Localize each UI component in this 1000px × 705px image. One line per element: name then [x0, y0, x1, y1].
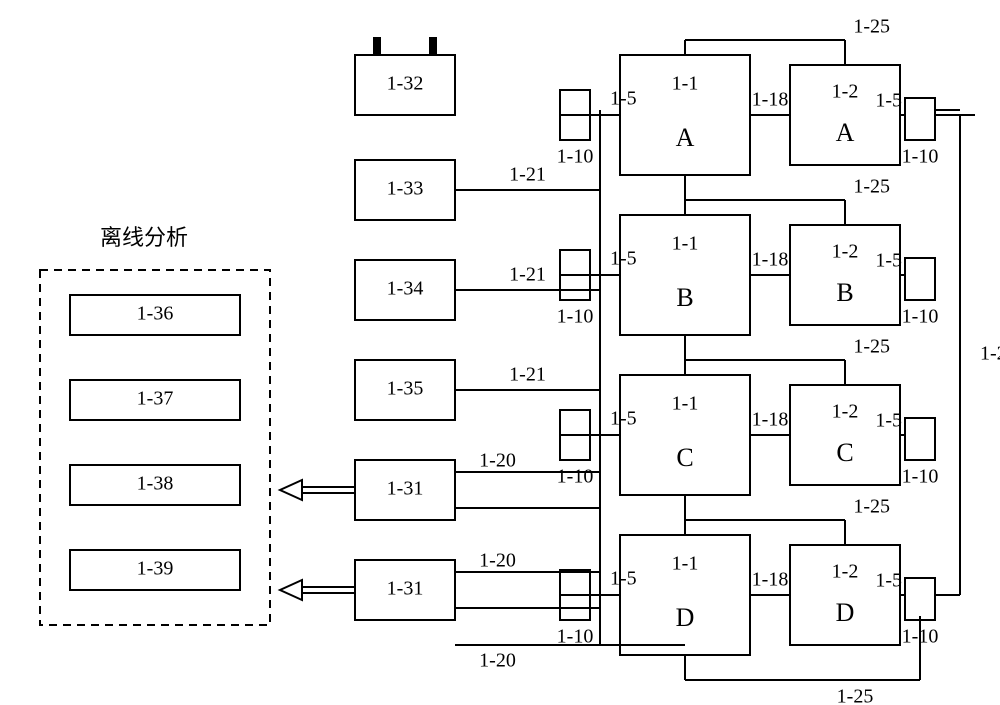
- svg-text:1-18: 1-18: [752, 249, 789, 271]
- svg-text:1-25: 1-25: [980, 343, 1000, 365]
- svg-text:1-5: 1-5: [610, 88, 637, 110]
- svg-text:1-25: 1-25: [853, 336, 890, 358]
- svg-text:1-10: 1-10: [902, 146, 939, 168]
- svg-text:1-10: 1-10: [557, 466, 594, 488]
- svg-text:1-5: 1-5: [875, 570, 902, 592]
- svg-text:1-2: 1-2: [832, 401, 859, 423]
- svg-text:1-34: 1-34: [387, 278, 424, 300]
- svg-text:1-1: 1-1: [672, 233, 699, 255]
- svg-text:1-10: 1-10: [902, 466, 939, 488]
- svg-text:1-21: 1-21: [509, 364, 546, 386]
- svg-text:1-18: 1-18: [752, 409, 789, 431]
- svg-text:1-33: 1-33: [387, 178, 424, 200]
- svg-text:1-10: 1-10: [902, 306, 939, 328]
- svg-text:1-39: 1-39: [137, 558, 174, 580]
- svg-text:1-5: 1-5: [610, 408, 637, 430]
- svg-text:1-18: 1-18: [752, 569, 789, 591]
- svg-text:1-20: 1-20: [479, 650, 516, 672]
- svg-text:1-2: 1-2: [832, 561, 859, 583]
- svg-text:D: D: [836, 598, 855, 627]
- svg-text:A: A: [836, 118, 855, 147]
- svg-text:1-2: 1-2: [832, 81, 859, 103]
- svg-text:离线分析: 离线分析: [100, 225, 188, 250]
- svg-text:1-31: 1-31: [387, 478, 424, 500]
- svg-text:1-5: 1-5: [875, 90, 902, 112]
- svg-text:1-1: 1-1: [672, 393, 699, 415]
- svg-text:1-25: 1-25: [853, 176, 890, 198]
- svg-text:1-10: 1-10: [557, 306, 594, 328]
- svg-text:1-5: 1-5: [610, 568, 637, 590]
- svg-text:1-10: 1-10: [557, 146, 594, 168]
- svg-text:C: C: [836, 438, 853, 467]
- svg-text:1-37: 1-37: [137, 388, 174, 410]
- svg-text:A: A: [676, 123, 695, 152]
- svg-text:B: B: [836, 278, 853, 307]
- svg-text:1-1: 1-1: [672, 553, 699, 575]
- svg-text:1-5: 1-5: [875, 410, 902, 432]
- svg-text:D: D: [676, 603, 695, 632]
- svg-text:1-21: 1-21: [509, 164, 546, 186]
- svg-text:1-38: 1-38: [137, 473, 174, 495]
- svg-text:1-35: 1-35: [387, 378, 424, 400]
- svg-text:1-20: 1-20: [479, 450, 516, 472]
- svg-text:1-31: 1-31: [387, 578, 424, 600]
- svg-text:C: C: [676, 443, 693, 472]
- svg-text:1-2: 1-2: [832, 241, 859, 263]
- svg-text:1-21: 1-21: [509, 264, 546, 286]
- svg-text:1-25: 1-25: [853, 496, 890, 518]
- svg-text:1-18: 1-18: [752, 89, 789, 111]
- svg-text:1-5: 1-5: [875, 250, 902, 272]
- svg-text:B: B: [676, 283, 693, 312]
- svg-text:1-1: 1-1: [672, 73, 699, 95]
- svg-text:1-32: 1-32: [387, 73, 424, 95]
- svg-text:1-36: 1-36: [137, 303, 174, 325]
- svg-text:1-25: 1-25: [837, 686, 874, 705]
- svg-text:1-5: 1-5: [610, 248, 637, 270]
- svg-text:1-25: 1-25: [853, 16, 890, 38]
- svg-text:1-20: 1-20: [479, 550, 516, 572]
